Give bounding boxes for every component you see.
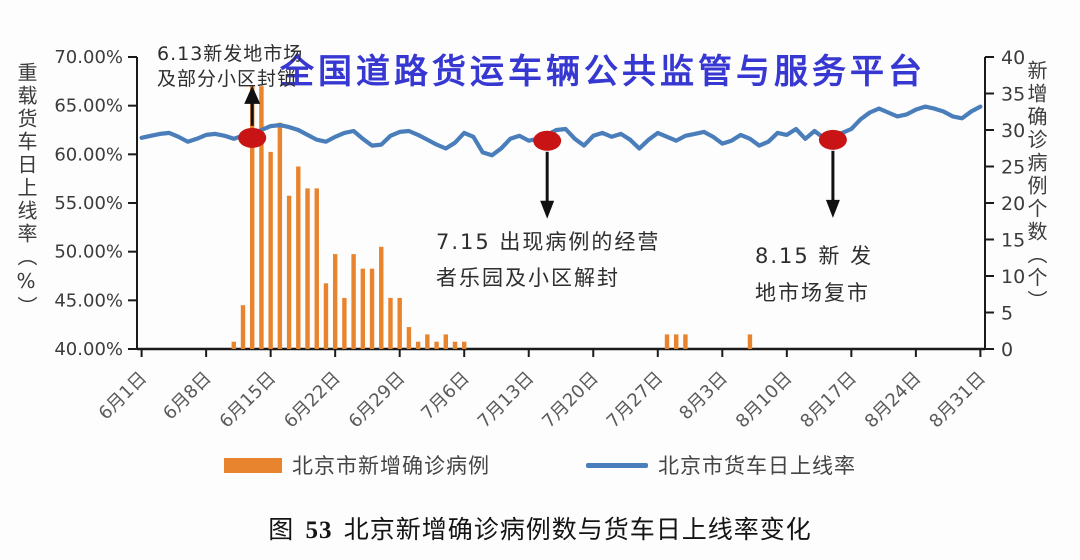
left-axis-tick-label: 55.00% bbox=[54, 193, 123, 214]
x-axis-tick-label: 8月17日 bbox=[796, 368, 861, 433]
x-axis-tick-label: 6月22日 bbox=[280, 368, 345, 433]
x-axis-tick-label: 6月29日 bbox=[345, 368, 410, 433]
case-bar bbox=[747, 334, 753, 349]
left-axis-tick-label: 40.00% bbox=[54, 339, 123, 360]
annotation-lockdown-line1: 6.13新发地市场 bbox=[157, 43, 304, 65]
x-axis-tick-label: 6月15日 bbox=[216, 368, 281, 433]
right-axis-title: 新增确诊病例个数（个） bbox=[1024, 60, 1048, 313]
x-axis-tick-label: 7月20日 bbox=[538, 368, 603, 433]
legend-item-rate: 北京市货车日上线率 bbox=[586, 450, 856, 480]
event-arrow-head bbox=[244, 85, 261, 104]
case-bar bbox=[277, 122, 283, 349]
right-axis-tick-label: 15 bbox=[1001, 230, 1025, 252]
left-axis-tick-label: 45.00% bbox=[54, 290, 123, 311]
legend-item-cases: 北京市新增确诊病例 bbox=[224, 450, 490, 480]
right-axis-tick-label: 20 bbox=[1001, 193, 1025, 215]
bar-swatch-icon bbox=[224, 457, 282, 473]
right-axis-tick-label: 25 bbox=[1001, 157, 1025, 179]
legend-cases-label: 北京市新增确诊病例 bbox=[292, 454, 490, 478]
case-bar bbox=[425, 334, 430, 349]
case-bar bbox=[462, 341, 467, 349]
watermark-text: 全国道路货运车辆公共监管与服务平台 bbox=[280, 52, 926, 92]
annotation-unseal-line1: 7.15 出现病例的经营 bbox=[436, 230, 661, 254]
case-bar bbox=[231, 341, 236, 349]
right-axis-tick-label: 30 bbox=[1001, 120, 1025, 142]
annotation-lockdown: 6.13新发地市场 及部分小区封锁 bbox=[157, 42, 303, 92]
truck-rate-line bbox=[139, 104, 983, 158]
case-bar bbox=[332, 254, 338, 349]
case-bar bbox=[268, 151, 273, 349]
case-bar bbox=[369, 268, 375, 349]
caption-text: 北京新增确诊病例数与货车日上线率变化 bbox=[343, 517, 812, 544]
chart-canvas: 70.00% 65.00% 60.00% 55.00% 50.00% 45.00% 40.0… bbox=[54, 47, 1025, 433]
x-axis-tick-label: 8月10日 bbox=[732, 368, 797, 433]
annotation-reopen-line1: 8.15 新 发 bbox=[755, 244, 874, 268]
left-axis-tick-label: 60.00% bbox=[54, 144, 123, 165]
case-bar bbox=[664, 334, 670, 349]
case-bar bbox=[674, 334, 679, 349]
case-bar bbox=[360, 268, 366, 349]
case-bar bbox=[250, 86, 255, 349]
right-axis-tick-label: 0 bbox=[1001, 339, 1013, 361]
case-bar bbox=[406, 327, 412, 349]
line-swatch-icon bbox=[586, 462, 648, 468]
legend-rate-label: 北京市货车日上线率 bbox=[658, 454, 856, 478]
annotation-unseal: 7.15 出现病例的经营 者乐园及小区解封 bbox=[436, 224, 660, 296]
case-bar bbox=[351, 254, 356, 349]
event-arrow-head bbox=[540, 200, 555, 219]
x-axis-tick-label: 7月13日 bbox=[474, 368, 539, 433]
event-arrow-head bbox=[825, 199, 840, 218]
x-axis-tick-label: 8月3日 bbox=[675, 368, 732, 425]
figure-caption: 图 53 北京新增确诊病例数与货车日上线率变化 bbox=[0, 510, 1080, 546]
case-bar bbox=[452, 341, 458, 349]
case-bar bbox=[259, 86, 264, 349]
event-marker-dot bbox=[238, 127, 267, 148]
case-bar bbox=[388, 297, 393, 349]
annotation-reopen-line2: 地市场复市 bbox=[755, 281, 870, 305]
case-bar bbox=[379, 246, 384, 349]
left-axis-tick-label: 50.00% bbox=[54, 242, 123, 263]
case-bar bbox=[296, 166, 301, 349]
case-bar bbox=[314, 188, 319, 349]
case-bar bbox=[397, 297, 402, 349]
event-marker-dot bbox=[818, 129, 847, 150]
case-bar bbox=[443, 334, 448, 349]
case-bar bbox=[323, 283, 329, 349]
case-bar bbox=[286, 195, 292, 349]
annotation-reopen: 8.15 新 发 地市场复市 bbox=[755, 238, 873, 312]
left-axis-tick-label: 65.00% bbox=[54, 96, 123, 117]
annotation-lockdown-line2: 及部分小区封锁 bbox=[157, 68, 298, 90]
right-axis-tick-label: 40 bbox=[1001, 47, 1025, 69]
caption-number: 53 bbox=[305, 517, 333, 544]
x-axis-tick-label: 7月27日 bbox=[603, 368, 668, 433]
case-bar bbox=[415, 341, 421, 349]
case-bar bbox=[683, 334, 688, 349]
right-axis-tick-label: 35 bbox=[1001, 84, 1025, 106]
x-axis-tick-label: 7月6日 bbox=[417, 368, 474, 425]
x-axis-tick-label: 8月31日 bbox=[925, 368, 990, 433]
x-axis-tick-label: 8月24日 bbox=[861, 368, 926, 433]
left-axis-title: 重载货车日上线率（%） bbox=[14, 62, 38, 319]
right-axis-tick-label: 5 bbox=[1001, 303, 1013, 325]
x-axis-tick-label: 6月8日 bbox=[159, 368, 216, 425]
left-axis-tick-label: 70.00% bbox=[54, 47, 123, 68]
right-axis-tick-label: 10 bbox=[1001, 266, 1025, 288]
case-bar bbox=[342, 297, 347, 349]
caption-prefix: 图 bbox=[268, 517, 295, 544]
case-bar bbox=[434, 341, 439, 349]
x-axis-tick-label: 6月1日 bbox=[95, 368, 152, 425]
case-bar bbox=[305, 188, 310, 349]
case-bar bbox=[240, 305, 246, 349]
chart-legend: 北京市新增确诊病例 北京市货车日上线率 bbox=[0, 450, 1080, 480]
annotation-unseal-line2: 者乐园及小区解封 bbox=[436, 266, 620, 290]
event-marker-dot bbox=[533, 130, 562, 151]
